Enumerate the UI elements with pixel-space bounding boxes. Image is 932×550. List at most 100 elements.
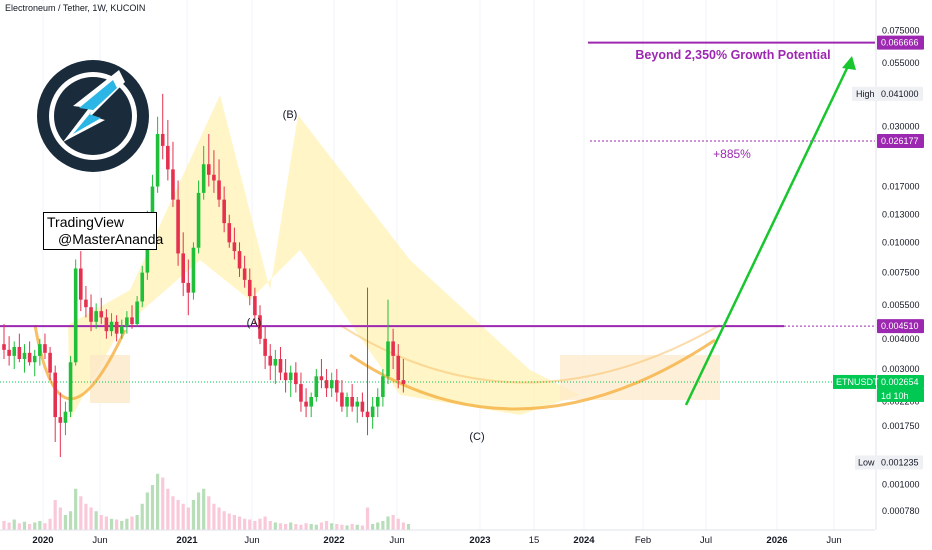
countdown-tag: 1d 10h — [881, 391, 909, 401]
y-tick-1: 0.001000 — [882, 480, 920, 490]
candle-body-18 — [94, 311, 98, 322]
low-label-bg — [855, 455, 876, 470]
candle-body-63 — [324, 380, 329, 389]
x-tick-5: Jun — [389, 535, 404, 546]
price-tag-bg-1 — [877, 134, 924, 149]
candle-body-77 — [396, 355, 401, 381]
candle-body-19 — [99, 311, 104, 318]
volume-bar-49 — [253, 521, 257, 530]
x-tick-4: 2022 — [323, 535, 344, 546]
x-tick-11: 2026 — [766, 535, 787, 546]
volume-bar-1 — [7, 522, 11, 530]
volume-bar-9 — [48, 518, 52, 530]
volume-bar-34 — [176, 500, 180, 530]
volume-bar-17 — [89, 507, 93, 530]
volume-bar-75 — [386, 516, 390, 530]
candle-body-17 — [89, 307, 93, 322]
volume-bar-52 — [268, 521, 272, 530]
volume-bar-50 — [258, 518, 262, 530]
volume-bar-66 — [340, 524, 344, 530]
volume-bar-19 — [99, 515, 103, 530]
candle-body-1 — [7, 349, 11, 356]
symbol-tag-bg — [833, 374, 876, 389]
x-tick-9: Feb — [635, 535, 651, 546]
volume-bar-38 — [196, 492, 201, 530]
candle-body-12 — [63, 411, 68, 423]
candle-body-73 — [375, 397, 380, 407]
candle-body-62 — [319, 376, 324, 381]
x-tick-7: 15 — [529, 535, 540, 546]
volume-bar-74 — [381, 521, 385, 530]
x-tick-6: 2023 — [469, 535, 490, 546]
volume-bar-77 — [396, 518, 400, 530]
volume-bar-78 — [401, 522, 405, 530]
volume-bar-33 — [171, 496, 175, 530]
high-value-text: 0.041000 — [881, 89, 919, 99]
volume-bar-37 — [191, 500, 196, 530]
candle-body-4 — [22, 352, 27, 360]
volume-bar-32 — [166, 488, 170, 530]
volume-bar-5 — [28, 524, 32, 530]
volume-bar-71 — [365, 507, 370, 530]
volume-bar-8 — [43, 523, 47, 530]
candle-body-16 — [84, 299, 88, 308]
candle-body-32 — [166, 145, 170, 170]
chart-title: Electroneum / Tether, 1W, KUCOIN — [5, 3, 145, 13]
volume-bar-59 — [304, 523, 308, 530]
volume-bar-41 — [212, 503, 216, 530]
y-tick-3: 0.001750 — [882, 421, 920, 431]
candle-body-21 — [109, 321, 114, 332]
candle-body-7 — [38, 344, 42, 356]
countdown-tag-bg — [877, 388, 924, 402]
candle-body-24 — [125, 317, 129, 327]
candle-body-11 — [58, 417, 63, 423]
x-tick-1: Jun — [92, 535, 107, 546]
x-tick-3: Jun — [244, 535, 259, 546]
candle-body-36 — [186, 282, 191, 293]
candle-body-39 — [201, 164, 206, 193]
candle-body-37 — [191, 247, 196, 293]
volume-bar-40 — [207, 496, 211, 530]
volume-bar-14 — [74, 488, 78, 530]
candle-body-47 — [242, 268, 247, 280]
high-label-text: High — [856, 89, 875, 99]
price-tag-0: 0.066666 — [881, 38, 919, 48]
candle-body-44 — [227, 223, 232, 243]
volume-bar-11 — [58, 507, 62, 530]
volume-bar-44 — [227, 513, 231, 530]
volume-bar-3 — [17, 523, 21, 530]
candle-body-60 — [309, 397, 313, 407]
x-tick-10: Jul — [700, 535, 712, 546]
candle-body-43 — [222, 199, 226, 224]
volume-bar-15 — [79, 496, 83, 530]
candle-body-53 — [273, 359, 278, 366]
volume-bar-70 — [360, 525, 364, 530]
candle-body-6 — [32, 355, 37, 363]
candle-body-27 — [140, 272, 145, 302]
candle-body-57 — [294, 372, 298, 385]
volume-bar-65 — [335, 524, 339, 530]
volume-bar-2 — [12, 519, 16, 530]
candle-body-75 — [386, 341, 390, 377]
volume-bar-27 — [140, 503, 144, 530]
high-value-bg — [877, 86, 923, 101]
volume-bar-60 — [309, 524, 313, 530]
volume-bar-73 — [376, 522, 380, 530]
candle-body-61 — [314, 376, 319, 398]
growth-arrow-line — [684, 61, 852, 406]
volume-bar-39 — [202, 488, 206, 530]
volume-bar-18 — [94, 511, 98, 530]
price-tag-1: 0.026177 — [881, 136, 919, 146]
volume-bar-10 — [53, 500, 57, 530]
x-tick-8: 2024 — [573, 535, 595, 546]
volume-bar-68 — [350, 524, 354, 530]
y-tick-17: 0.055000 — [882, 58, 920, 68]
volume-bar-6 — [33, 522, 37, 530]
candle-body-50 — [258, 315, 262, 339]
x-tick-2: 2021 — [176, 535, 198, 546]
annotation-4: (C) — [469, 431, 484, 443]
candle-body-20 — [104, 317, 109, 332]
candle-body-51 — [263, 338, 267, 356]
